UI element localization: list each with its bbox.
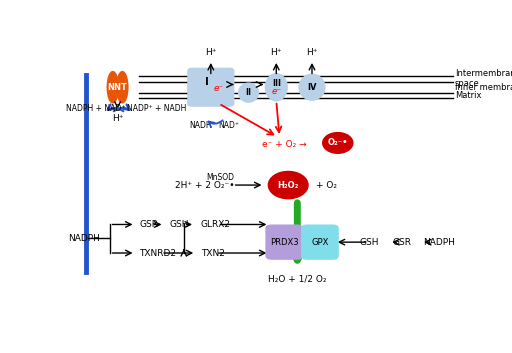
- Ellipse shape: [117, 72, 128, 103]
- Text: IV: IV: [307, 83, 317, 92]
- Ellipse shape: [299, 74, 325, 100]
- Text: GSR: GSR: [392, 238, 411, 247]
- FancyBboxPatch shape: [265, 225, 303, 260]
- Text: Matrix: Matrix: [455, 91, 481, 100]
- Circle shape: [268, 172, 308, 199]
- Text: NAD⁺: NAD⁺: [218, 121, 239, 130]
- Text: GSH: GSH: [360, 238, 379, 247]
- Text: e⁻: e⁻: [214, 84, 224, 93]
- Text: NADPH: NADPH: [68, 234, 100, 243]
- Text: NADPH: NADPH: [423, 238, 455, 247]
- FancyBboxPatch shape: [301, 225, 339, 260]
- Text: NNT: NNT: [108, 83, 127, 92]
- Text: Inner membrane: Inner membrane: [455, 83, 512, 92]
- Text: MnSOD: MnSOD: [207, 173, 234, 181]
- Text: NADPH + NAD⁺: NADPH + NAD⁺: [66, 104, 125, 113]
- Text: H₂O₂: H₂O₂: [278, 181, 299, 190]
- Text: H₂O + 1/2 O₂: H₂O + 1/2 O₂: [268, 274, 327, 283]
- Text: 2H⁺ + 2 O₂⁻•: 2H⁺ + 2 O₂⁻•: [175, 181, 234, 190]
- Text: + O₂: + O₂: [316, 181, 337, 190]
- Text: GSH: GSH: [169, 220, 188, 229]
- Text: H⁺: H⁺: [270, 48, 282, 57]
- Text: GSR: GSR: [139, 220, 158, 229]
- Text: I: I: [205, 77, 209, 87]
- Text: H⁺: H⁺: [112, 114, 123, 124]
- Ellipse shape: [239, 83, 259, 102]
- Text: e⁻: e⁻: [271, 87, 282, 96]
- Ellipse shape: [107, 72, 118, 103]
- Ellipse shape: [265, 74, 287, 101]
- FancyBboxPatch shape: [187, 68, 234, 107]
- Text: NADH: NADH: [189, 121, 212, 130]
- Text: H⁺: H⁺: [306, 48, 318, 57]
- Circle shape: [323, 133, 353, 153]
- Text: e⁻ + O₂ →: e⁻ + O₂ →: [262, 140, 307, 149]
- Text: TXNRD2: TXNRD2: [139, 249, 177, 257]
- Text: GLRX2: GLRX2: [201, 220, 231, 229]
- Text: Intermembrane
space: Intermembrane space: [455, 69, 512, 89]
- Text: NADP⁺ + NADH: NADP⁺ + NADH: [127, 104, 187, 113]
- Text: II: II: [246, 88, 251, 97]
- Text: GPX: GPX: [311, 238, 329, 247]
- Text: TXN2: TXN2: [201, 249, 225, 257]
- Text: III: III: [272, 79, 281, 88]
- Text: H⁺: H⁺: [205, 48, 217, 57]
- Text: O₂⁻•: O₂⁻•: [328, 138, 348, 148]
- Text: PRDX3: PRDX3: [270, 238, 298, 247]
